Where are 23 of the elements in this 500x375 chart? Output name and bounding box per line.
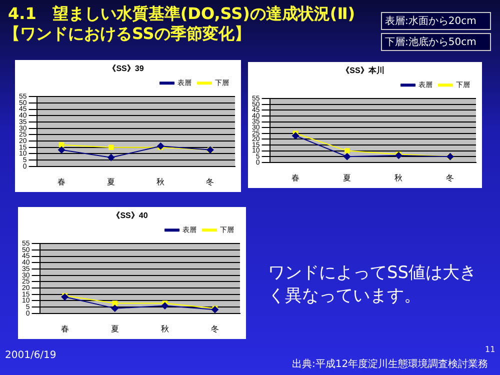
- x-tick-label: 夏: [110, 324, 119, 334]
- chart-title: 《SS》本川: [342, 66, 384, 76]
- x-tick-label: 夏: [343, 173, 352, 182]
- text: 表層:水面から20cm: [381, 12, 491, 30]
- x-tick-label: 冬: [210, 324, 219, 334]
- text: ワンドによってSS値は大きく異なっています。: [268, 262, 478, 308]
- text: 下層:池底から50cm: [381, 33, 491, 51]
- x-tick-label: 冬: [206, 177, 214, 186]
- chart-title: 《SS》39: [108, 64, 144, 74]
- x-tick-label: 春: [58, 177, 66, 186]
- source-note: 出典:平成12年度淀川生態環境調査検討業務: [292, 358, 488, 371]
- text: 11: [485, 345, 496, 354]
- text: 2001/6/19: [5, 350, 56, 361]
- x-tick-label: 秋: [160, 324, 169, 334]
- chart-title: 《SS》40: [112, 211, 148, 220]
- x-tick-label: 春: [292, 173, 300, 182]
- text: 【ワンドにおけるSSの季節変化】: [4, 24, 250, 45]
- x-tick-label: 夏: [107, 177, 116, 186]
- x-tick-label: 冬: [446, 173, 454, 182]
- x-tick-label: 春: [60, 324, 69, 334]
- x-tick-label: 秋: [156, 177, 165, 186]
- text: 4.1 望ましい水質基準(DO,SS)の達成状況(Ⅱ): [8, 4, 356, 25]
- x-tick-label: 秋: [394, 173, 403, 182]
